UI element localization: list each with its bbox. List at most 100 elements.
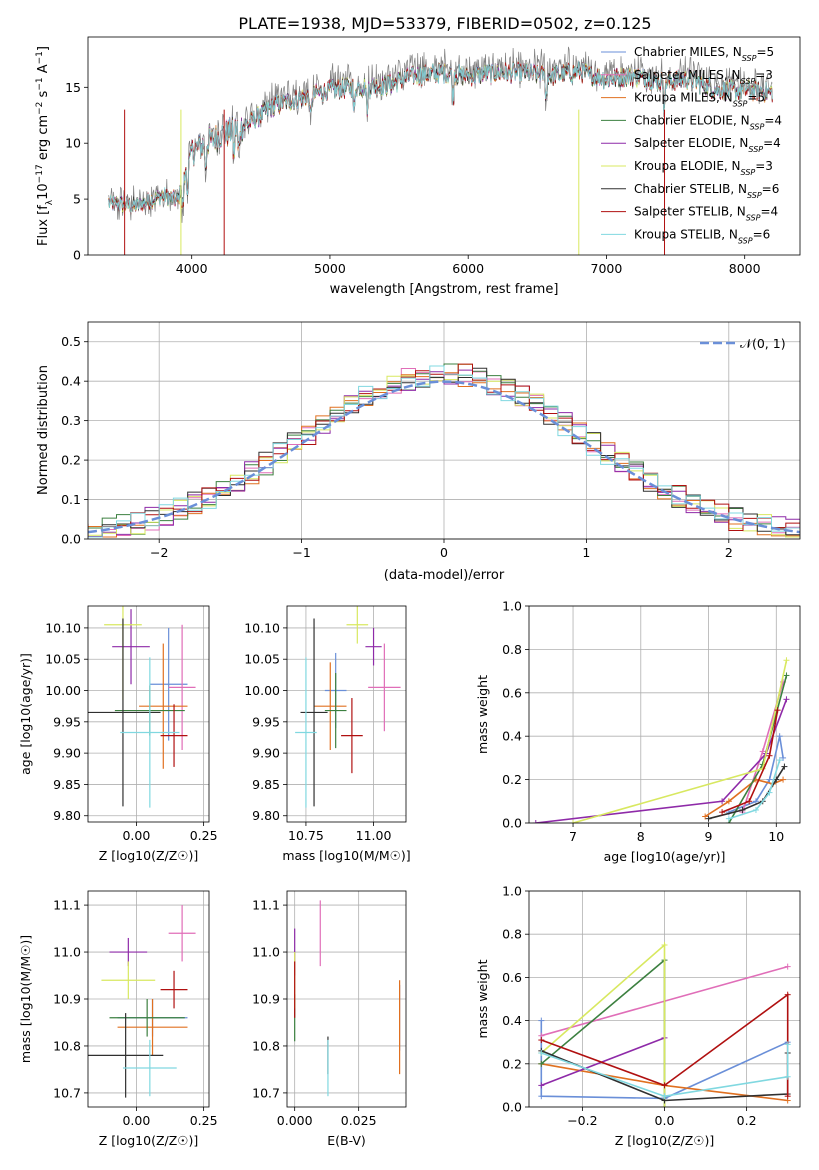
legend-count: =4 <box>760 205 778 219</box>
axes-frame <box>528 890 801 1108</box>
axes-frame <box>87 605 210 823</box>
x-tick-label: 0.000 <box>277 1113 313 1128</box>
x-tick-label: −0.2 <box>567 1113 597 1128</box>
x-tick-label: 6000 <box>452 261 484 276</box>
weight-line-chabrier_elodie <box>540 958 666 1107</box>
label-part: 10 <box>36 183 51 200</box>
y-tick-label: 9.90 <box>252 746 280 761</box>
legend-subscript: SSP <box>738 236 753 245</box>
x-tick-label: 10.75 <box>288 828 324 843</box>
spectrum-model-salpeter_stelib <box>108 61 773 215</box>
y-tick-label: 10.8 <box>53 1038 81 1053</box>
y-tick-label: 0 <box>73 248 81 263</box>
legend-label-kroupa_stelib: Kroupa STELIB, NSSP=6 <box>634 227 770 245</box>
weight-line-chabrier_miles <box>540 1020 789 1100</box>
legend-subscript: SSP <box>747 190 762 199</box>
y-axis-label: mass weight <box>475 675 490 754</box>
y-tick-label: 0.4 <box>502 729 522 744</box>
legend-label-salpeter_stelib: Salpeter STELIB, NSSP=4 <box>634 205 778 223</box>
x-axis-label: age [log10(age/yr)] <box>604 849 726 864</box>
y-tick-label: 5 <box>73 192 81 207</box>
y-tick-label: 0.8 <box>502 642 522 657</box>
y-tick-label: 10.9 <box>53 992 81 1007</box>
y-tick-label: 10.8 <box>252 1038 280 1053</box>
legend-subscript: SSP <box>746 213 761 222</box>
label-part: A <box>36 64 51 77</box>
legend-label-kroupa_miles: Kroupa MILES, NSSP=5 <box>634 91 765 109</box>
plot-area-residuals <box>88 363 800 538</box>
legend-subscript: SSP <box>748 145 763 154</box>
legend-subscript: SSP <box>750 122 765 131</box>
legend-text: Salpeter MILES, N <box>634 68 741 82</box>
panel-mass_vs_Z: 0.00 0.25 10.7 10.8 10.9 11.0 11.1 Z [log10(Z/Z… <box>18 890 218 1148</box>
label-part: −2 <box>35 102 45 115</box>
legend-subscript: SSP <box>741 76 756 85</box>
legend-text: Kroupa STELIB, N <box>634 227 738 241</box>
legend-text: Chabrier ELODIE, N <box>634 113 750 127</box>
y-axis-label: Flux [fλ10−17 erg cm−2 s−1 A−1] <box>35 46 55 246</box>
y-tick-label: 9.95 <box>252 714 280 729</box>
y-tick-label: 11.1 <box>53 898 81 913</box>
y-tick-label: 10.00 <box>244 683 280 698</box>
figure-title: PLATE=1938, MJD=53379, FIBERID=0502, z=0… <box>238 14 651 33</box>
weight-line-kroupa_stelib <box>541 1044 789 1098</box>
x-tick-label: 0.25 <box>190 828 218 843</box>
y-axis-label: mass [log10(M/M☉)] <box>18 935 33 1063</box>
y-tick-label: 10.10 <box>244 620 280 635</box>
plot-area-mass_vs_Z <box>88 905 196 1098</box>
legend-text: Chabrier STELIB, N <box>634 182 747 196</box>
x-tick-label: 0 <box>440 545 448 560</box>
y-tick-label: 9.90 <box>53 746 81 761</box>
x-tick-label: 7 <box>569 829 577 844</box>
weight-line-salpeter_stelib <box>721 710 779 813</box>
y-tick-label: 9.95 <box>53 714 81 729</box>
legend-text: Kroupa MILES, N <box>634 91 733 105</box>
x-tick-label: 0.025 <box>341 1113 377 1128</box>
panel-residuals: −2 −1 0 1 2 0.0 0.1 0.2 0.3 0.4 0.5 (data-model)/er… <box>36 321 801 583</box>
y-tick-label: 15 <box>65 80 81 95</box>
y-tick-label: 10 <box>65 136 81 151</box>
legend-count: =6 <box>762 182 780 196</box>
x-axis-label: Z [log10(Z/Z☉)] <box>99 848 199 863</box>
y-tick-label: 11.0 <box>53 945 81 960</box>
y-tick-label: 1.0 <box>502 599 522 614</box>
y-tick-label: 10.10 <box>45 620 81 635</box>
x-tick-label: 9 <box>705 829 713 844</box>
axes-frame <box>87 36 801 256</box>
label-part: −1 <box>35 51 45 64</box>
plot-area-spectrum <box>108 46 773 255</box>
histogram-kroupa_stelib <box>88 365 800 538</box>
y-tick-label: 10.7 <box>252 1085 280 1100</box>
y-tick-label: 0.6 <box>502 970 522 985</box>
y-tick-label: 10.05 <box>244 652 280 667</box>
label-part: erg cm <box>36 115 51 164</box>
y-tick-label: 0.3 <box>61 413 81 428</box>
y-tick-label: 0.2 <box>502 772 522 787</box>
y-tick-label: 0.4 <box>61 374 81 389</box>
label-part: Flux [f <box>36 205 51 246</box>
axes-frame <box>286 605 407 823</box>
y-tick-label: 0.8 <box>502 927 522 942</box>
axes-frame <box>286 890 407 1108</box>
legend-label-salpeter_elodie: Salpeter ELODIE, NSSP=4 <box>634 136 781 154</box>
axes-frame <box>87 890 210 1108</box>
x-tick-label: 8 <box>637 829 645 844</box>
label-part: s <box>36 90 51 101</box>
panel-mass_vs_EBV: 0.000 0.025 10.7 10.8 10.9 11.0 11.1 E(B-V) <box>252 890 407 1148</box>
x-tick-label: 7000 <box>591 261 623 276</box>
x-axis-label: (data-model)/error <box>384 568 505 583</box>
spectrum-data-line <box>108 46 773 223</box>
label-part: −17 <box>35 164 45 183</box>
y-tick-label: 9.80 <box>252 808 280 823</box>
normal-curve <box>88 380 800 534</box>
y-tick-label: 0.4 <box>502 1013 522 1028</box>
x-tick-label: 2 <box>725 545 733 560</box>
legend-count: =5 <box>747 91 765 105</box>
x-tick-label: 5000 <box>314 261 346 276</box>
legend-text: Chabrier MILES, N <box>634 45 742 59</box>
legend-label-salpeter_miles: Salpeter MILES, NSSP=3 <box>634 68 773 86</box>
x-tick-label: 0.25 <box>190 1113 218 1128</box>
legend-count: =3 <box>755 68 773 82</box>
y-tick-label: 9.85 <box>252 777 280 792</box>
